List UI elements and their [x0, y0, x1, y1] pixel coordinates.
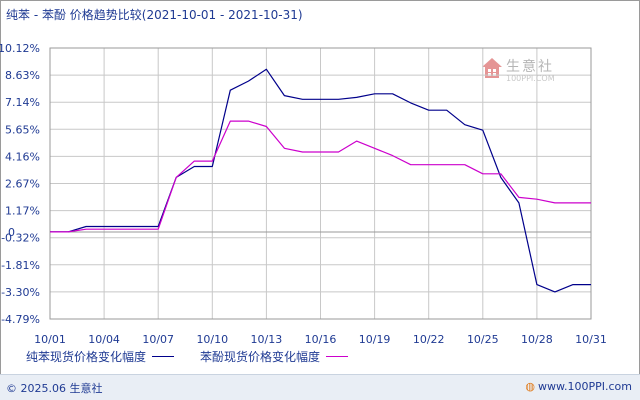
- x-tick-label: 10/19: [359, 333, 391, 346]
- legend-item-benzene: 纯苯现货价格变化幅度: [26, 348, 175, 365]
- legend-swatch-benzene: [152, 356, 175, 357]
- copyright-text: © 2025.06 生意社: [6, 382, 103, 395]
- site-watermark: 生意社 100PPI.COM: [480, 54, 578, 86]
- y-tick-label: 1.17%: [5, 205, 40, 218]
- x-tick-label: 10/10: [196, 333, 228, 346]
- x-tick-label: 10/07: [142, 333, 174, 346]
- y-tick-label: -1.81%: [1, 259, 40, 272]
- x-tick-label: 10/01: [34, 333, 66, 346]
- site-link[interactable]: ◍ www.100PPI.com: [525, 380, 632, 393]
- legend-label-phenol: 苯酚现货价格变化幅度: [200, 350, 321, 364]
- x-tick-label: 10/13: [251, 333, 283, 346]
- globe-icon: ◍: [525, 380, 536, 393]
- y-tick-label: 10.12%: [0, 42, 40, 55]
- chart-title: 纯苯 - 苯酚 价格趋势比较(2021-10-01 - 2021-10-31): [6, 8, 303, 22]
- x-tick-label: 10/16: [305, 333, 337, 346]
- y-tick-label: 4.16%: [5, 150, 40, 163]
- x-tick-label: 10/31: [575, 333, 607, 346]
- zero-label: 0: [8, 226, 15, 239]
- watermark-url: 100PPI.COM: [506, 74, 555, 83]
- y-tick-label: -4.79%: [1, 313, 40, 326]
- watermark-name: 生意社: [506, 59, 554, 75]
- legend-swatch-phenol: [326, 356, 349, 357]
- series-line-phenol: [50, 120, 591, 233]
- y-tick-label: 2.67%: [5, 178, 40, 191]
- y-tick-label: 8.63%: [5, 69, 40, 82]
- x-tick-label: 10/28: [521, 333, 553, 346]
- x-tick-label: 10/04: [88, 333, 120, 346]
- x-tick-label: 10/22: [413, 333, 445, 346]
- y-tick-label: 7.14%: [5, 96, 40, 109]
- house-logo-icon: [482, 58, 502, 78]
- y-tick-label: 5.65%: [5, 123, 40, 136]
- plot-area-border: [49, 47, 592, 320]
- chart-legend: 纯苯现货价格变化幅度 苯酚现货价格变化幅度: [0, 348, 640, 366]
- site-url-text[interactable]: www.100PPI.com: [538, 380, 632, 393]
- series-line-benzene: [50, 68, 591, 293]
- footer-bar: © 2025.06 生意社 ◍ www.100PPI.com: [0, 374, 640, 400]
- y-tick-label: -3.30%: [1, 286, 40, 299]
- legend-label-benzene: 纯苯现货价格变化幅度: [26, 350, 147, 364]
- x-tick-label: 10/25: [467, 333, 499, 346]
- y-tick-label: -0.32%: [1, 232, 40, 245]
- legend-item-phenol: 苯酚现货价格变化幅度: [200, 348, 349, 365]
